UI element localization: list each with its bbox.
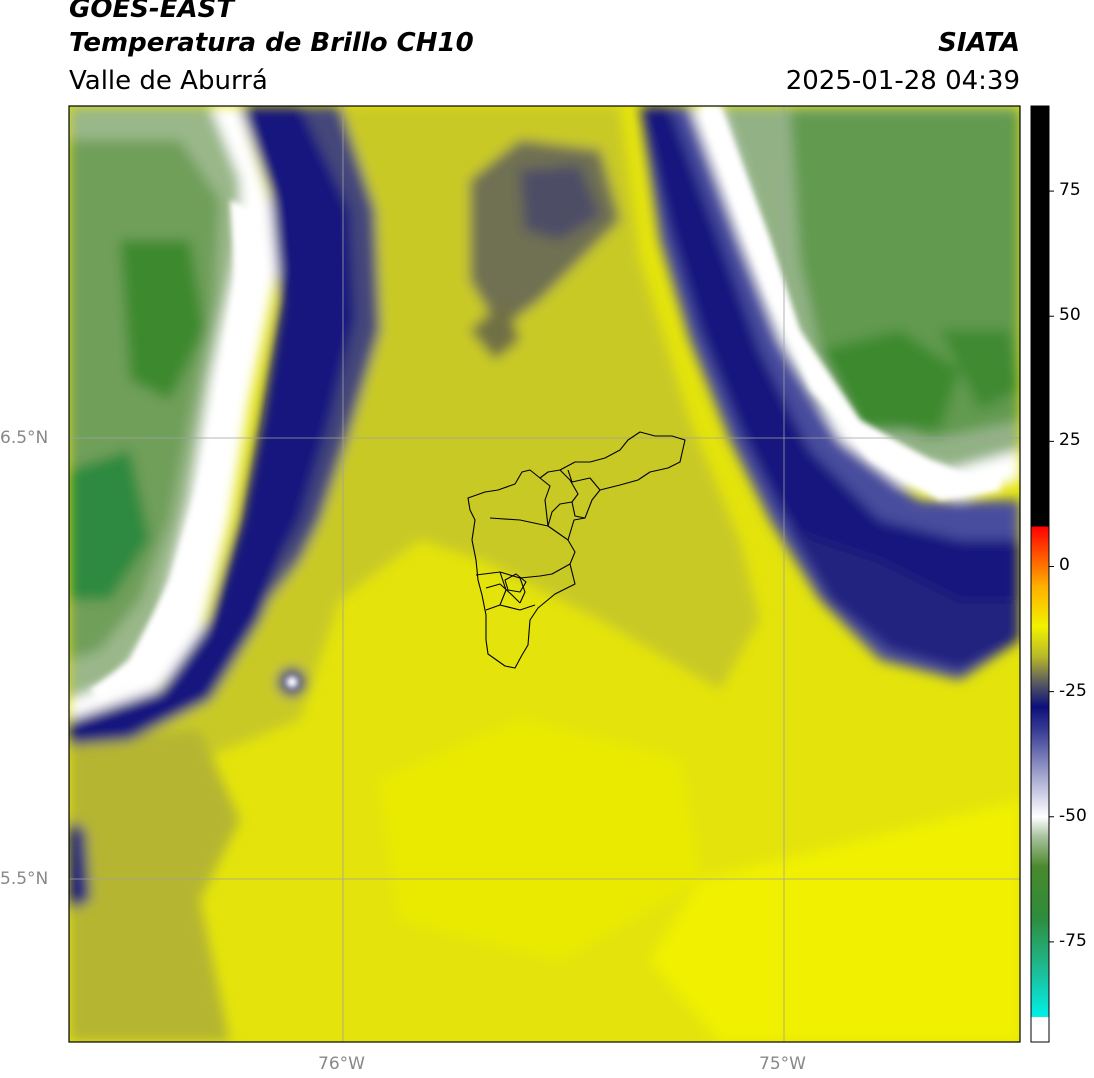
map-frame <box>68 105 1021 1043</box>
satellite-title: GOES-EAST <box>69 0 235 24</box>
colorbar <box>1031 106 1049 1042</box>
region-title: Valle de Aburrá <box>69 66 268 96</box>
timestamp-label: 2025-01-28 04:39 <box>785 66 1020 96</box>
boundary-outline <box>467 431 686 669</box>
colorbar-label-50: 50 <box>1059 305 1081 326</box>
colorbar-label--50: -50 <box>1059 805 1087 826</box>
map-gridlines <box>69 106 1020 1042</box>
municipal-boundaries <box>467 431 686 669</box>
lon-tick-76w: 76°W <box>318 1054 365 1074</box>
product-title: Temperatura de Brillo CH10 <box>69 28 474 58</box>
colorbar-label--75: -75 <box>1059 930 1087 951</box>
lon-tick-75w: 75°W <box>759 1054 806 1074</box>
lat-tick-5.5: 5.5°N <box>0 869 49 889</box>
colorbar-frame <box>1030 105 1050 1043</box>
colorbar-label-0: 0 <box>1059 555 1070 576</box>
colorbar-label-25: 25 <box>1059 430 1081 451</box>
colorbar-ticks <box>1049 190 1054 943</box>
lat-tick-6.5: 6.5°N <box>0 428 49 448</box>
brightness-temperature-field <box>69 106 1020 1042</box>
colorbar-label--25: -25 <box>1059 680 1087 701</box>
colorbar-label-75: 75 <box>1059 180 1081 201</box>
agency-label: SIATA <box>938 28 1020 58</box>
